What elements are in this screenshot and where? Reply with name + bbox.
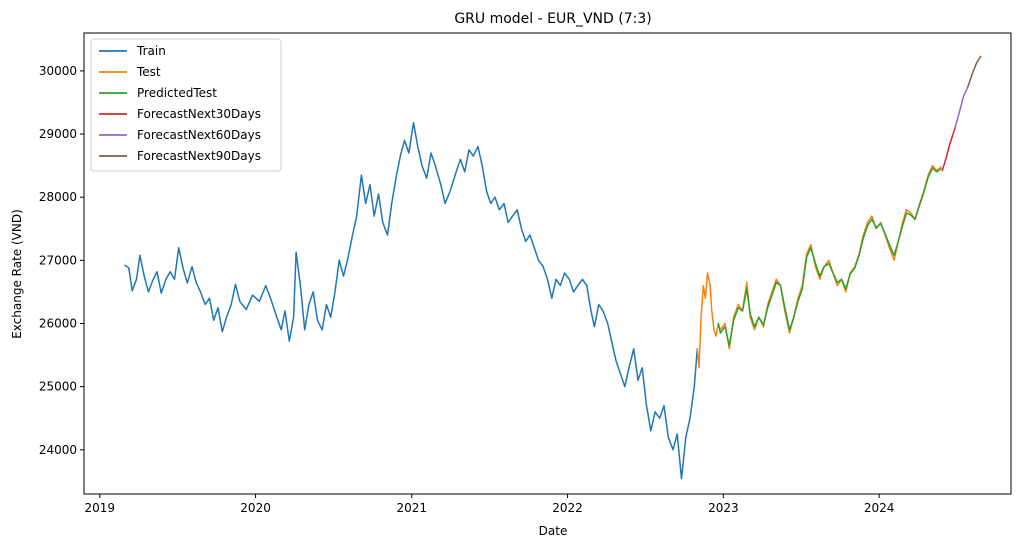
x-axis-title: Date [539, 524, 568, 538]
y-tick-label: 25000 [39, 380, 77, 394]
y-axis: 24000 25000 26000 27000 28000 29000 30000 [39, 64, 84, 457]
chart-title: GRU model - EUR_VND (7:3) [454, 11, 651, 27]
x-tick-label: 2022 [552, 501, 583, 515]
y-tick-label: 24000 [39, 443, 77, 457]
y-tick-label: 27000 [39, 253, 77, 267]
y-axis-title: Exchange Rate (VND) [10, 209, 24, 339]
plot-area [83, 32, 1012, 495]
legend: Train Test PredictedTest ForecastNext30Days… [90, 38, 282, 172]
x-tick-label: 2024 [864, 501, 895, 515]
x-tick-label: 2021 [397, 501, 428, 515]
legend-label-forecastnext60days: ForecastNext60Days [137, 128, 261, 142]
y-tick-label: 28000 [39, 190, 77, 204]
series-line-forecastnext90days [967, 55, 982, 88]
y-tick-label: 26000 [39, 316, 77, 330]
legend-label-train: Train [136, 44, 166, 58]
x-tick-label: 2023 [708, 501, 739, 515]
series-line-forecastnext30days [941, 126, 956, 172]
legend-label-test: Test [136, 65, 161, 79]
legend-label-predictedtest: PredictedTest [137, 86, 217, 100]
series-line-predictedtest [717, 167, 942, 347]
series-line-train [124, 121, 699, 480]
series-line-test [696, 164, 942, 369]
x-tick-label: 2020 [240, 501, 271, 515]
x-axis: 2019 2020 2021 2022 2023 2024 [85, 494, 895, 515]
legend-label-forecastnext30days: ForecastNext30Days [137, 107, 261, 121]
x-tick-label: 2019 [85, 501, 116, 515]
series-line-forecastnext60days [954, 85, 969, 129]
y-tick-label: 30000 [39, 64, 77, 78]
y-tick-label: 29000 [39, 127, 77, 141]
legend-label-forecastnext90days: ForecastNext90Days [137, 149, 261, 163]
plot-frame [83, 32, 1012, 495]
legend-box [90, 38, 282, 172]
